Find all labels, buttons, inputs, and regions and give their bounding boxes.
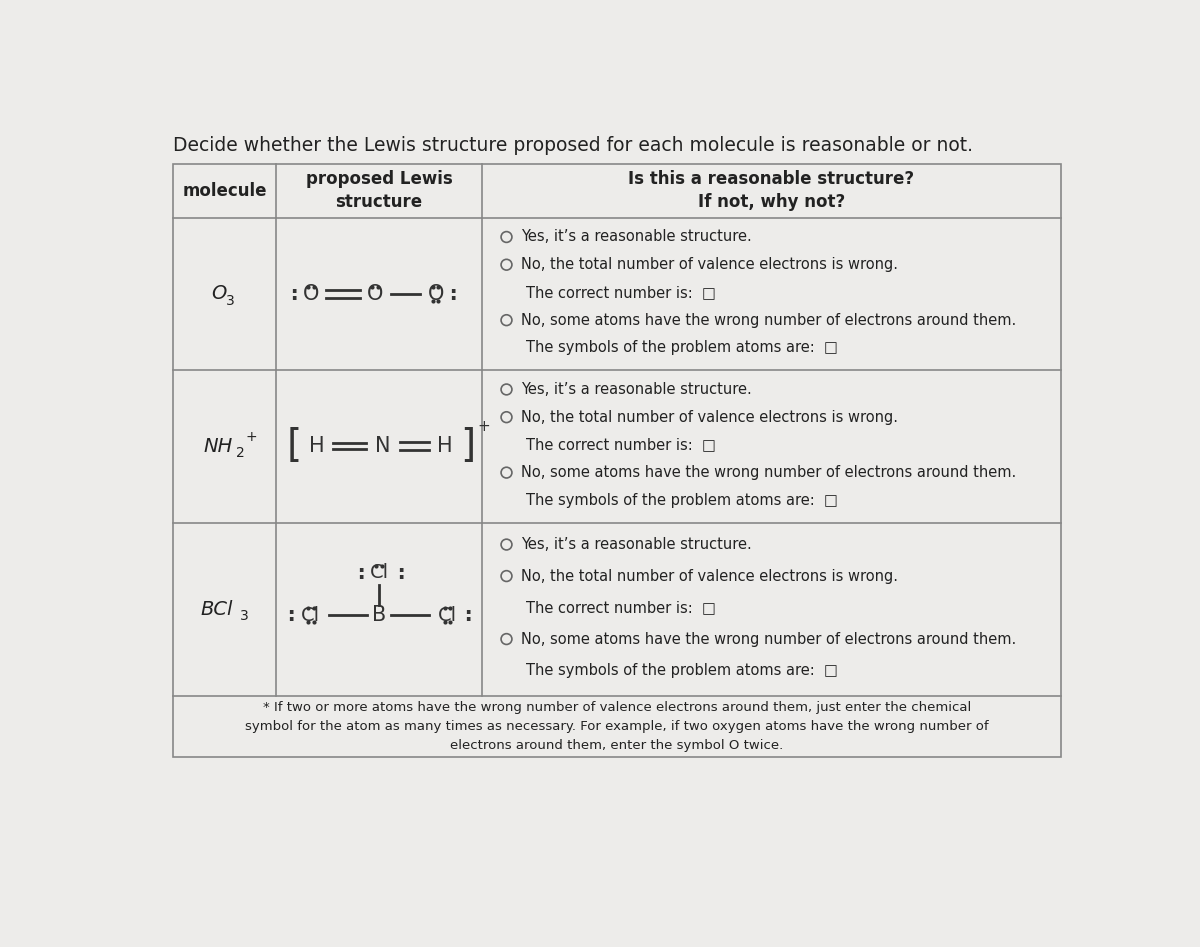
Text: The correct number is:  □: The correct number is: □	[526, 600, 715, 615]
Text: H: H	[310, 437, 325, 456]
Bar	[173, 164, 1061, 758]
Text: The symbols of the problem atoms are:  □: The symbols of the problem atoms are: □	[526, 340, 838, 355]
Text: O: O	[367, 284, 383, 304]
Text: No, some atoms have the wrong number of electrons around them.: No, some atoms have the wrong number of …	[521, 465, 1016, 480]
Text: :: :	[461, 605, 474, 625]
Text: Yes, it’s a reasonable structure.: Yes, it’s a reasonable structure.	[521, 229, 752, 244]
Text: The correct number is:  □: The correct number is: □	[526, 438, 715, 453]
Text: * If two or more atoms have the wrong number of valence electrons around them, j: * If two or more atoms have the wrong nu…	[245, 701, 989, 752]
Text: H: H	[437, 437, 452, 456]
Text: 3: 3	[240, 609, 248, 623]
Text: :: :	[287, 284, 300, 304]
Text: :: :	[394, 563, 408, 583]
Text: Cl: Cl	[370, 563, 389, 582]
Text: ]: ]	[461, 427, 475, 465]
Text: O: O	[427, 284, 444, 304]
Text: The symbols of the problem atoms are:  □: The symbols of the problem atoms are: □	[526, 663, 838, 678]
Text: B: B	[372, 605, 386, 625]
Text: No, the total number of valence electrons is wrong.: No, the total number of valence electron…	[521, 258, 899, 272]
Text: 2: 2	[236, 446, 245, 460]
Text: The correct number is:  □: The correct number is: □	[526, 285, 715, 300]
Text: No, some atoms have the wrong number of electrons around them.: No, some atoms have the wrong number of …	[521, 313, 1016, 328]
Text: No, the total number of valence electrons is wrong.: No, the total number of valence electron…	[521, 410, 899, 424]
Text: Decide whether the Lewis structure proposed for each molecule is reasonable or n: Decide whether the Lewis structure propo…	[173, 136, 973, 155]
Text: O: O	[302, 284, 319, 304]
Text: Yes, it’s a reasonable structure.: Yes, it’s a reasonable structure.	[521, 382, 752, 397]
Text: N: N	[376, 437, 391, 456]
Text: [: [	[286, 427, 301, 465]
Text: No, the total number of valence electrons is wrong.: No, the total number of valence electron…	[521, 568, 899, 583]
Text: Cl: Cl	[438, 606, 457, 625]
Text: 3: 3	[226, 294, 234, 308]
Text: Cl: Cl	[301, 606, 320, 625]
Text: O: O	[211, 284, 227, 303]
Text: molecule: molecule	[182, 182, 268, 200]
Text: +: +	[478, 419, 490, 434]
Text: :: :	[284, 605, 298, 625]
Text: +: +	[245, 430, 257, 444]
Text: NH: NH	[204, 437, 233, 456]
Text: :: :	[446, 284, 460, 304]
Text: BCl: BCl	[200, 599, 233, 618]
Text: :: :	[354, 563, 367, 583]
Text: The symbols of the problem atoms are:  □: The symbols of the problem atoms are: □	[526, 492, 838, 508]
Text: Yes, it’s a reasonable structure.: Yes, it’s a reasonable structure.	[521, 537, 752, 552]
Text: No, some atoms have the wrong number of electrons around them.: No, some atoms have the wrong number of …	[521, 632, 1016, 647]
Text: proposed Lewis
structure: proposed Lewis structure	[306, 170, 452, 211]
Text: Is this a reasonable structure?
If not, why not?: Is this a reasonable structure? If not, …	[628, 170, 914, 211]
